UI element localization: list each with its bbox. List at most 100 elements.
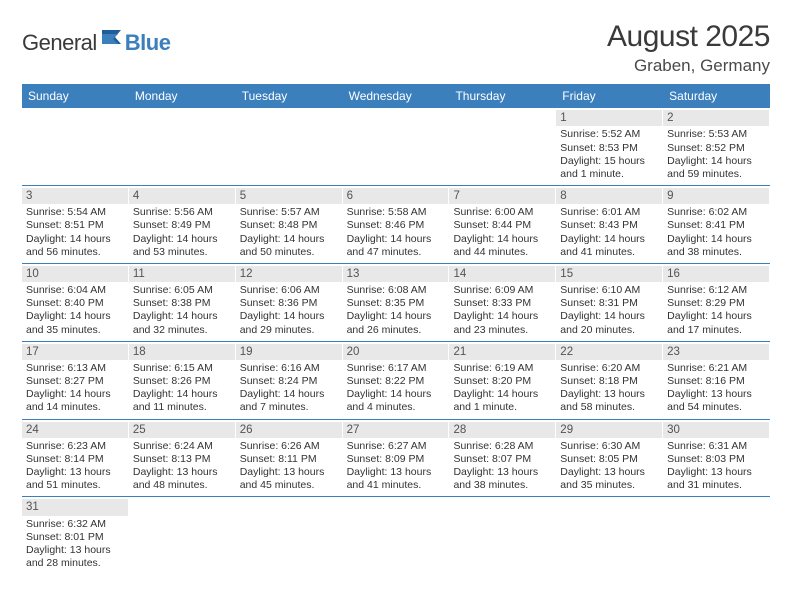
day-number: 9: [663, 188, 769, 204]
calendar-cell: 4Sunrise: 5:56 AMSunset: 8:49 PMDaylight…: [129, 186, 236, 263]
sunset-text: Sunset: 8:46 PM: [347, 219, 445, 232]
calendar-cell: 6Sunrise: 5:58 AMSunset: 8:46 PMDaylight…: [343, 186, 450, 263]
weekday-header: Thursday: [449, 84, 556, 108]
sunrise-text: Sunrise: 6:32 AM: [26, 518, 124, 531]
calendar-cell: 3Sunrise: 5:54 AMSunset: 8:51 PMDaylight…: [22, 186, 129, 263]
week-row: 17Sunrise: 6:13 AMSunset: 8:27 PMDayligh…: [22, 342, 770, 420]
sunrise-text: Sunrise: 6:17 AM: [347, 362, 445, 375]
daylight-text: Daylight: 14 hours and 44 minutes.: [453, 233, 551, 259]
sunrise-text: Sunrise: 6:05 AM: [133, 284, 231, 297]
day-number: 29: [556, 422, 662, 438]
calendar-cell: 11Sunrise: 6:05 AMSunset: 8:38 PMDayligh…: [129, 264, 236, 341]
week-row: 10Sunrise: 6:04 AMSunset: 8:40 PMDayligh…: [22, 264, 770, 342]
daylight-text: Daylight: 14 hours and 4 minutes.: [347, 388, 445, 414]
daylight-text: Daylight: 14 hours and 32 minutes.: [133, 310, 231, 336]
sunset-text: Sunset: 8:26 PM: [133, 375, 231, 388]
sunrise-text: Sunrise: 6:06 AM: [240, 284, 338, 297]
sunrise-text: Sunrise: 6:23 AM: [26, 440, 124, 453]
calendar-cell: 16 Sunrise: 6:12 AMSunset: 8:29 PMDayligh…: [663, 264, 770, 341]
sunrise-text: Sunrise: 6:09 AM: [453, 284, 551, 297]
calendar-cell: 30Sunrise: 6:31 AMSunset: 8:03 PMDayligh…: [663, 420, 770, 497]
calendar-cell: 2Sunrise: 5:53 AMSunset: 8:52 PMDaylight…: [663, 108, 770, 185]
sunrise-text: Sunrise: 6:01 AM: [560, 206, 658, 219]
sunrise-text: Sunrise: 6:31 AM: [667, 440, 765, 453]
sunset-text: Sunset: 8:29 PM: [667, 297, 765, 310]
day-number: 20: [343, 344, 449, 360]
calendar-cell: 1Sunrise: 5:52 AMSunset: 8:53 PMDaylight…: [556, 108, 663, 185]
sunrise-text: Sunrise: 5:57 AM: [240, 206, 338, 219]
day-number: 3: [22, 188, 128, 204]
sunset-text: Sunset: 8:01 PM: [26, 531, 124, 544]
daylight-text: Daylight: 13 hours and 31 minutes.: [667, 466, 765, 492]
week-row: 3Sunrise: 5:54 AMSunset: 8:51 PMDaylight…: [22, 186, 770, 264]
calendar-cell: [663, 497, 770, 574]
sunset-text: Sunset: 8:53 PM: [560, 142, 658, 155]
sunrise-text: Sunrise: 6:15 AM: [133, 362, 231, 375]
sunrise-text: Sunrise: 6:20 AM: [560, 362, 658, 375]
sunset-text: Sunset: 8:44 PM: [453, 219, 551, 232]
sunrise-text: Sunrise: 6:12 AM: [667, 284, 765, 297]
week-row: 1Sunrise: 5:52 AMSunset: 8:53 PMDaylight…: [22, 108, 770, 186]
calendar-cell: 27Sunrise: 6:27 AMSunset: 8:09 PMDayligh…: [343, 420, 450, 497]
sunset-text: Sunset: 8:40 PM: [26, 297, 124, 310]
calendar-cell: 29Sunrise: 6:30 AMSunset: 8:05 PMDayligh…: [556, 420, 663, 497]
sunrise-text: Sunrise: 6:00 AM: [453, 206, 551, 219]
weekday-header: Saturday: [663, 84, 770, 108]
calendar-cell: [343, 108, 450, 185]
calendar-cell: [449, 497, 556, 574]
daylight-text: Daylight: 14 hours and 41 minutes.: [560, 233, 658, 259]
month-title: August 2025: [607, 20, 770, 54]
calendar-cell: 26Sunrise: 6:26 AMSunset: 8:11 PMDayligh…: [236, 420, 343, 497]
weekday-header: Friday: [556, 84, 663, 108]
day-number: 31: [22, 499, 128, 515]
weekday-header: Wednesday: [343, 84, 450, 108]
weekday-header: Sunday: [22, 84, 129, 108]
calendar-cell: 31Sunrise: 6:32 AMSunset: 8:01 PMDayligh…: [22, 497, 129, 574]
day-number: 16: [663, 266, 769, 282]
day-number: 19: [236, 344, 342, 360]
daylight-text: Daylight: 13 hours and 54 minutes.: [667, 388, 765, 414]
sunrise-text: Sunrise: 6:24 AM: [133, 440, 231, 453]
sunset-text: Sunset: 8:14 PM: [26, 453, 124, 466]
calendar-cell: 21Sunrise: 6:19 AMSunset: 8:20 PMDayligh…: [449, 342, 556, 419]
sunset-text: Sunset: 8:51 PM: [26, 219, 124, 232]
calendar-cell: 9Sunrise: 6:02 AMSunset: 8:41 PMDaylight…: [663, 186, 770, 263]
day-number: 14: [449, 266, 555, 282]
day-number: 10: [22, 266, 128, 282]
sunrise-text: Sunrise: 6:19 AM: [453, 362, 551, 375]
calendar-cell: 19Sunrise: 6:16 AMSunset: 8:24 PMDayligh…: [236, 342, 343, 419]
daylight-text: Daylight: 14 hours and 23 minutes.: [453, 310, 551, 336]
calendar-cell: 12Sunrise: 6:06 AMSunset: 8:36 PMDayligh…: [236, 264, 343, 341]
calendar-cell: [129, 108, 236, 185]
calendar-cell: [236, 108, 343, 185]
location-subtitle: Graben, Germany: [607, 56, 770, 76]
daylight-text: Daylight: 14 hours and 35 minutes.: [26, 310, 124, 336]
sunset-text: Sunset: 8:36 PM: [240, 297, 338, 310]
sunrise-text: Sunrise: 6:28 AM: [453, 440, 551, 453]
sunrise-text: Sunrise: 6:08 AM: [347, 284, 445, 297]
sunset-text: Sunset: 8:43 PM: [560, 219, 658, 232]
daylight-text: Daylight: 13 hours and 35 minutes.: [560, 466, 658, 492]
sunrise-text: Sunrise: 6:30 AM: [560, 440, 658, 453]
weeks-container: 1Sunrise: 5:52 AMSunset: 8:53 PMDaylight…: [22, 108, 770, 574]
flag-icon: [101, 28, 123, 51]
sunrise-text: Sunrise: 6:26 AM: [240, 440, 338, 453]
sunset-text: Sunset: 8:41 PM: [667, 219, 765, 232]
sunset-text: Sunset: 8:03 PM: [667, 453, 765, 466]
sunset-text: Sunset: 8:11 PM: [240, 453, 338, 466]
daylight-text: Daylight: 14 hours and 53 minutes.: [133, 233, 231, 259]
sunrise-text: Sunrise: 6:27 AM: [347, 440, 445, 453]
sunset-text: Sunset: 8:48 PM: [240, 219, 338, 232]
daylight-text: Daylight: 14 hours and 17 minutes.: [667, 310, 765, 336]
sunset-text: Sunset: 8:35 PM: [347, 297, 445, 310]
daylight-text: Daylight: 14 hours and 56 minutes.: [26, 233, 124, 259]
day-number: 24: [22, 422, 128, 438]
day-number: 6: [343, 188, 449, 204]
daylight-text: Daylight: 13 hours and 48 minutes.: [133, 466, 231, 492]
daylight-text: Daylight: 14 hours and 1 minute.: [453, 388, 551, 414]
brand-logo: General Blue: [22, 28, 170, 57]
sunrise-text: Sunrise: 6:10 AM: [560, 284, 658, 297]
day-number: 8: [556, 188, 662, 204]
calendar-cell: 28Sunrise: 6:28 AMSunset: 8:07 PMDayligh…: [449, 420, 556, 497]
sunrise-text: Sunrise: 5:56 AM: [133, 206, 231, 219]
